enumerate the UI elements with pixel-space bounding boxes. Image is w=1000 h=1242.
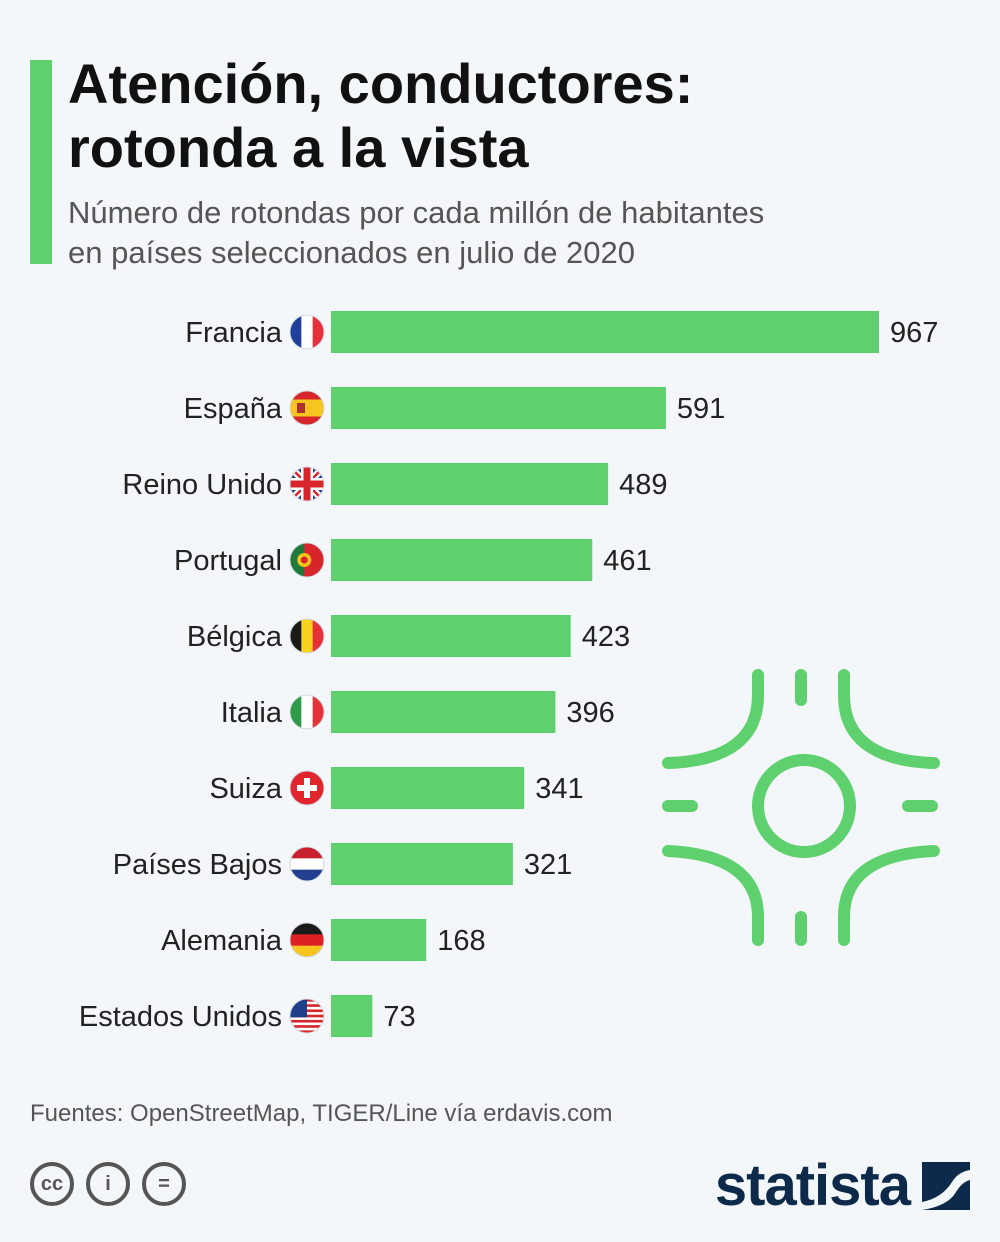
bar bbox=[331, 843, 513, 885]
gb-flag-icon bbox=[289, 466, 325, 502]
es-flag-icon bbox=[289, 390, 325, 426]
bar-chart: Francia 967 España 591 Reino Unido 489 Portuga… bbox=[79, 311, 938, 1037]
title-accent-bar bbox=[30, 60, 52, 264]
bar bbox=[331, 539, 593, 581]
bar-row: Francia 967 bbox=[185, 311, 938, 353]
value-label: 489 bbox=[619, 469, 667, 501]
bar-row: Países Bajos 321 bbox=[113, 843, 572, 885]
nd-icon[interactable]: = bbox=[142, 1162, 186, 1206]
category-label: España bbox=[184, 393, 283, 425]
bar-row: Bélgica 423 bbox=[187, 615, 630, 657]
page-title: Atención, conductores: rotonda a la vist… bbox=[68, 52, 968, 180]
value-label: 321 bbox=[524, 849, 572, 881]
be-flag-icon bbox=[289, 618, 325, 654]
value-label: 168 bbox=[437, 925, 485, 957]
statista-logo-icon bbox=[922, 1161, 970, 1210]
category-label: Portugal bbox=[174, 545, 282, 577]
fr-flag-icon bbox=[289, 314, 325, 350]
by-icon[interactable]: i bbox=[86, 1162, 130, 1206]
bar bbox=[331, 311, 879, 353]
license-icons: cc i = bbox=[30, 1162, 186, 1206]
title-line-1: Atención, conductores: bbox=[68, 52, 694, 115]
us-flag-icon bbox=[289, 998, 325, 1034]
value-label: 591 bbox=[677, 393, 725, 425]
value-label: 73 bbox=[383, 1001, 415, 1033]
bar bbox=[331, 463, 609, 505]
bar bbox=[331, 691, 556, 733]
source-note: Fuentes: OpenStreetMap, TIGER/Line vía e… bbox=[30, 1100, 613, 1127]
category-label: Alemania bbox=[161, 925, 283, 957]
value-label: 396 bbox=[566, 697, 614, 729]
it-flag-icon bbox=[289, 694, 325, 730]
page-subtitle: Número de rotondas por cada millón de ha… bbox=[68, 193, 948, 273]
value-label: 341 bbox=[535, 773, 583, 805]
category-label: Países Bajos bbox=[113, 849, 282, 881]
brand-name: statista bbox=[714, 1153, 911, 1218]
statista-brand[interactable]: statista bbox=[715, 1152, 970, 1219]
category-label: Reino Unido bbox=[122, 469, 282, 501]
value-label: 967 bbox=[890, 317, 938, 349]
value-label: 423 bbox=[582, 621, 630, 653]
bar-row: Suiza 341 bbox=[209, 767, 584, 809]
category-label: Italia bbox=[221, 697, 283, 729]
bar-row: Alemania 168 bbox=[161, 919, 486, 961]
bar bbox=[331, 615, 571, 657]
bar bbox=[331, 767, 525, 809]
pt-flag-icon bbox=[289, 542, 325, 578]
bar-row: Portugal 461 bbox=[174, 539, 652, 581]
category-label: Francia bbox=[185, 317, 283, 349]
value-label: 461 bbox=[603, 545, 651, 577]
bar bbox=[331, 919, 427, 961]
category-label: Bélgica bbox=[187, 621, 283, 653]
ch-flag-icon bbox=[289, 770, 325, 806]
category-label: Suiza bbox=[209, 773, 282, 805]
title-line-2: rotonda a la vista bbox=[68, 116, 529, 179]
cc-icon[interactable]: cc bbox=[30, 1162, 74, 1206]
bar-row: Reino Unido 489 bbox=[122, 463, 668, 505]
bar bbox=[331, 387, 666, 429]
de-flag-icon bbox=[289, 922, 325, 958]
bar bbox=[331, 995, 373, 1037]
nl-flag-icon bbox=[289, 846, 325, 882]
bar-row: España 591 bbox=[184, 387, 725, 429]
bar-row: Italia 396 bbox=[221, 691, 615, 733]
subtitle-line-1: Número de rotondas por cada millón de ha… bbox=[68, 195, 765, 230]
bar-row: Estados Unidos 73 bbox=[79, 995, 416, 1037]
category-label: Estados Unidos bbox=[79, 1001, 282, 1033]
roundabout-icon bbox=[662, 669, 940, 946]
subtitle-line-2: en países seleccionados en julio de 2020 bbox=[68, 235, 636, 270]
